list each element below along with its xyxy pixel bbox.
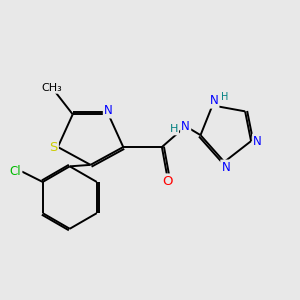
Text: CH₃: CH₃ <box>41 82 62 93</box>
Text: Cl: Cl <box>10 165 21 178</box>
Text: N: N <box>221 161 230 174</box>
Text: O: O <box>163 175 173 188</box>
Text: H: H <box>221 92 229 102</box>
Text: N: N <box>253 135 262 148</box>
Text: S: S <box>49 140 58 154</box>
Text: N: N <box>104 104 113 117</box>
Text: N: N <box>209 94 218 107</box>
Text: N: N <box>181 120 190 133</box>
Text: H: H <box>169 124 178 134</box>
